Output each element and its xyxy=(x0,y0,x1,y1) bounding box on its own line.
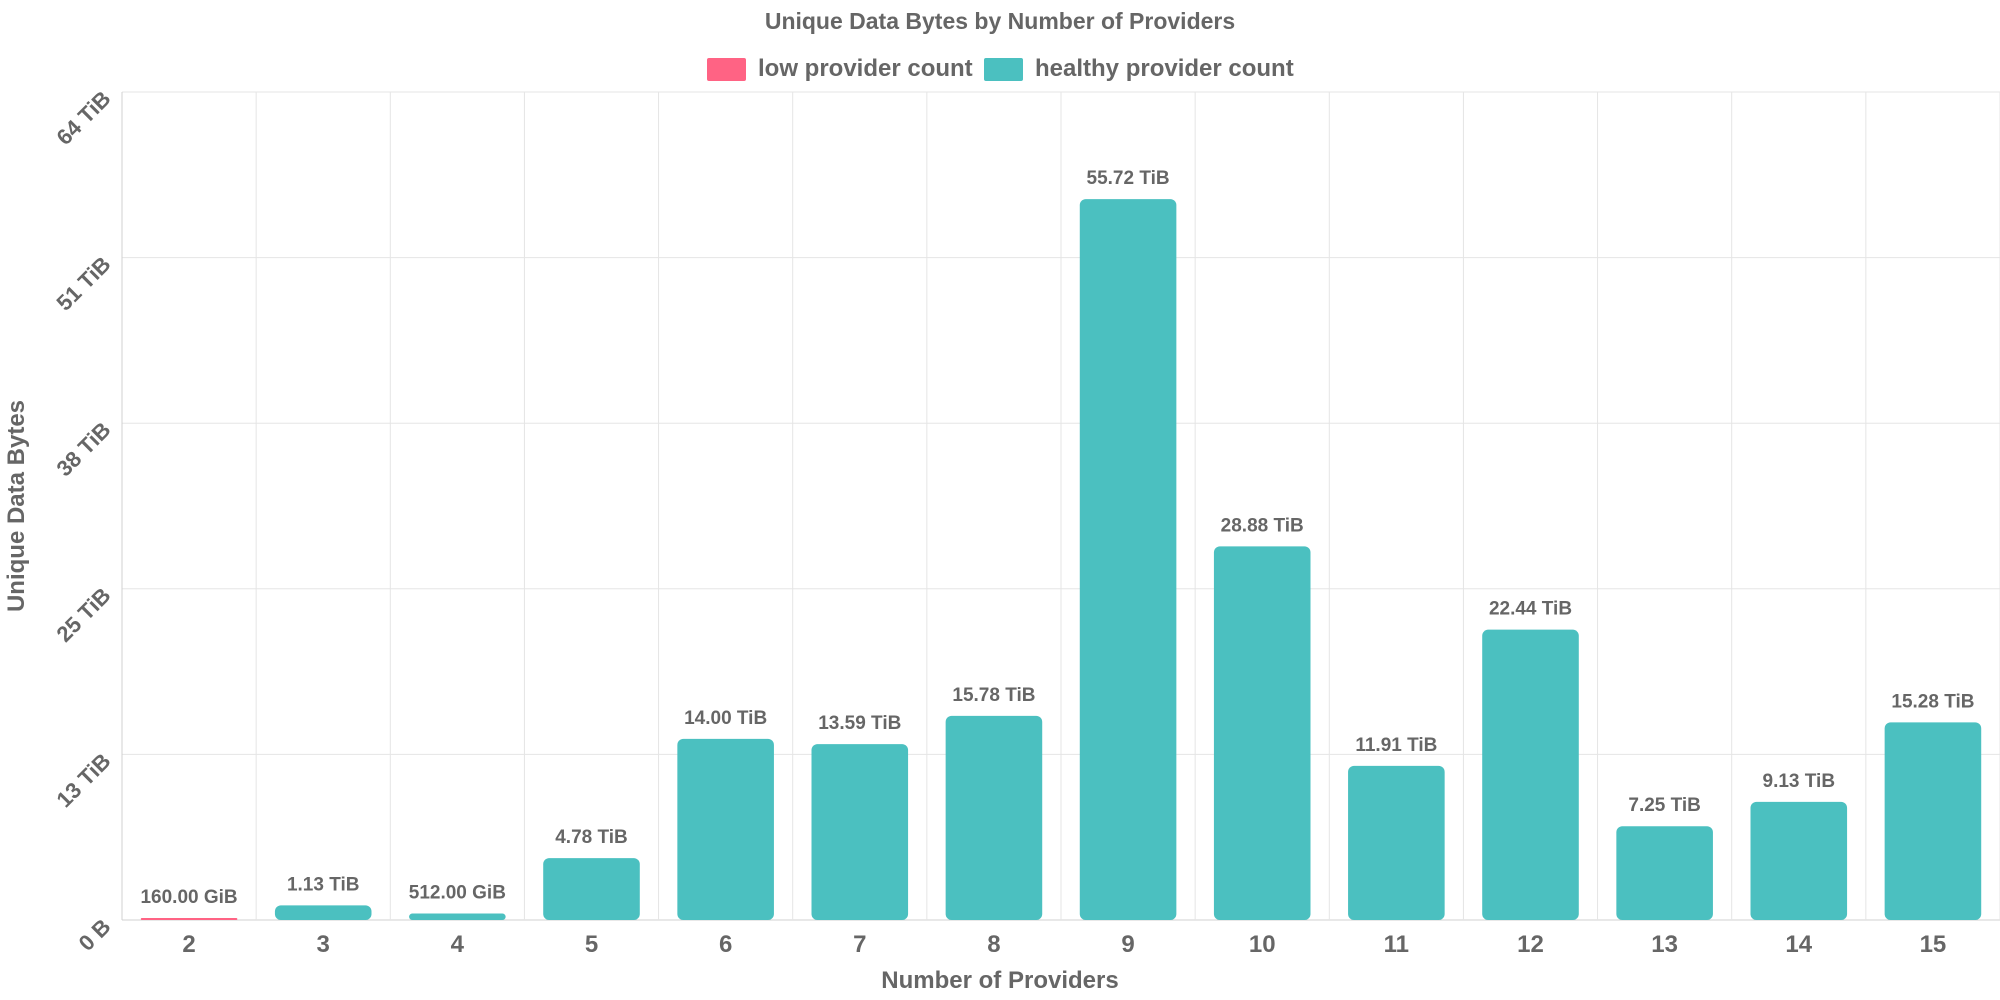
x-tick-label-4: 4 xyxy=(451,931,465,958)
y-tick-label: 25 TiB xyxy=(51,583,115,647)
x-tick-label-8: 8 xyxy=(987,931,1000,958)
chart-title: Unique Data Bytes by Number of Providers xyxy=(765,8,1235,34)
bar-8 xyxy=(945,715,1043,920)
data-label-8: 15.78 TiB xyxy=(952,685,1035,706)
x-tick-label-11: 11 xyxy=(1384,931,1409,958)
bars xyxy=(140,199,1982,920)
y-axis-title: Unique Data Bytes xyxy=(3,400,30,612)
bar-10 xyxy=(1213,546,1311,920)
x-tick-label-3: 3 xyxy=(317,931,330,958)
y-axis-ticks: 0 B 13 TiB 25 TiB 38 TiB 51 TiB 64 TiB xyxy=(51,86,115,956)
x-tick-label-10: 10 xyxy=(1249,931,1276,958)
bar-4 xyxy=(409,913,506,920)
x-tick-label-2: 2 xyxy=(182,931,195,958)
x-tick-label-5: 5 xyxy=(585,931,598,958)
data-label-13: 7.25 TiB xyxy=(1628,795,1701,816)
bar-6 xyxy=(677,738,774,920)
y-tick-label: 38 TiB xyxy=(51,417,115,481)
legend-label-healthy: healthy provider count xyxy=(1035,55,1294,82)
bar-9 xyxy=(1079,199,1177,920)
bar-2 xyxy=(140,917,238,920)
bar-13 xyxy=(1616,826,1713,920)
x-tick-label-7: 7 xyxy=(853,931,866,958)
data-label-5: 4.78 TiB xyxy=(555,827,628,848)
data-label-11: 11.91 TiB xyxy=(1355,735,1437,756)
data-label-9: 55.72 TiB xyxy=(1087,168,1170,189)
data-label-2: 160.00 GiB xyxy=(140,887,237,908)
x-tick-label-6: 6 xyxy=(719,931,732,958)
data-label-14: 9.13 TiB xyxy=(1763,771,1836,792)
legend-swatch-low xyxy=(707,58,746,81)
bar-3 xyxy=(274,905,372,920)
bar-5 xyxy=(543,858,640,920)
data-label-6: 14.00 TiB xyxy=(684,708,767,729)
legend-label-low: low provider count xyxy=(758,55,973,82)
legend-swatch-healthy xyxy=(984,58,1023,81)
data-label-4: 512.00 GiB xyxy=(409,883,506,904)
x-tick-label-9: 9 xyxy=(1121,931,1134,958)
x-axis-ticks: 2 3 4 5 6 7 8 9 10 11 12 13 14 15 xyxy=(182,931,1946,958)
data-label-10: 28.88 TiB xyxy=(1221,515,1304,536)
bar-14 xyxy=(1750,801,1848,920)
data-label-7: 13.59 TiB xyxy=(818,713,901,734)
grid-lines xyxy=(121,91,2000,921)
bar-7 xyxy=(811,744,909,920)
x-tick-label-13: 13 xyxy=(1651,931,1678,958)
y-tick-label: 64 TiB xyxy=(51,86,115,150)
y-tick-label: 0 B xyxy=(74,914,116,956)
bar-12 xyxy=(1482,629,1579,920)
bar-15 xyxy=(1884,722,1982,920)
y-tick-label: 51 TiB xyxy=(51,251,115,315)
data-label-3: 1.13 TiB xyxy=(287,874,360,895)
x-tick-label-15: 15 xyxy=(1920,931,1947,958)
x-tick-label-14: 14 xyxy=(1785,931,1812,958)
legend: low provider count healthy provider coun… xyxy=(707,55,1294,82)
data-label-12: 22.44 TiB xyxy=(1489,599,1572,620)
data-labels: 160.00 GiB 1.13 TiB 512.00 GiB 4.78 TiB 14.0… xyxy=(140,168,1974,908)
bar-11 xyxy=(1348,765,1445,920)
data-label-15: 15.28 TiB xyxy=(1891,691,1974,712)
x-axis-title: Number of Providers xyxy=(881,967,1118,994)
x-tick-label-12: 12 xyxy=(1517,931,1544,958)
y-tick-label: 13 TiB xyxy=(51,748,115,812)
